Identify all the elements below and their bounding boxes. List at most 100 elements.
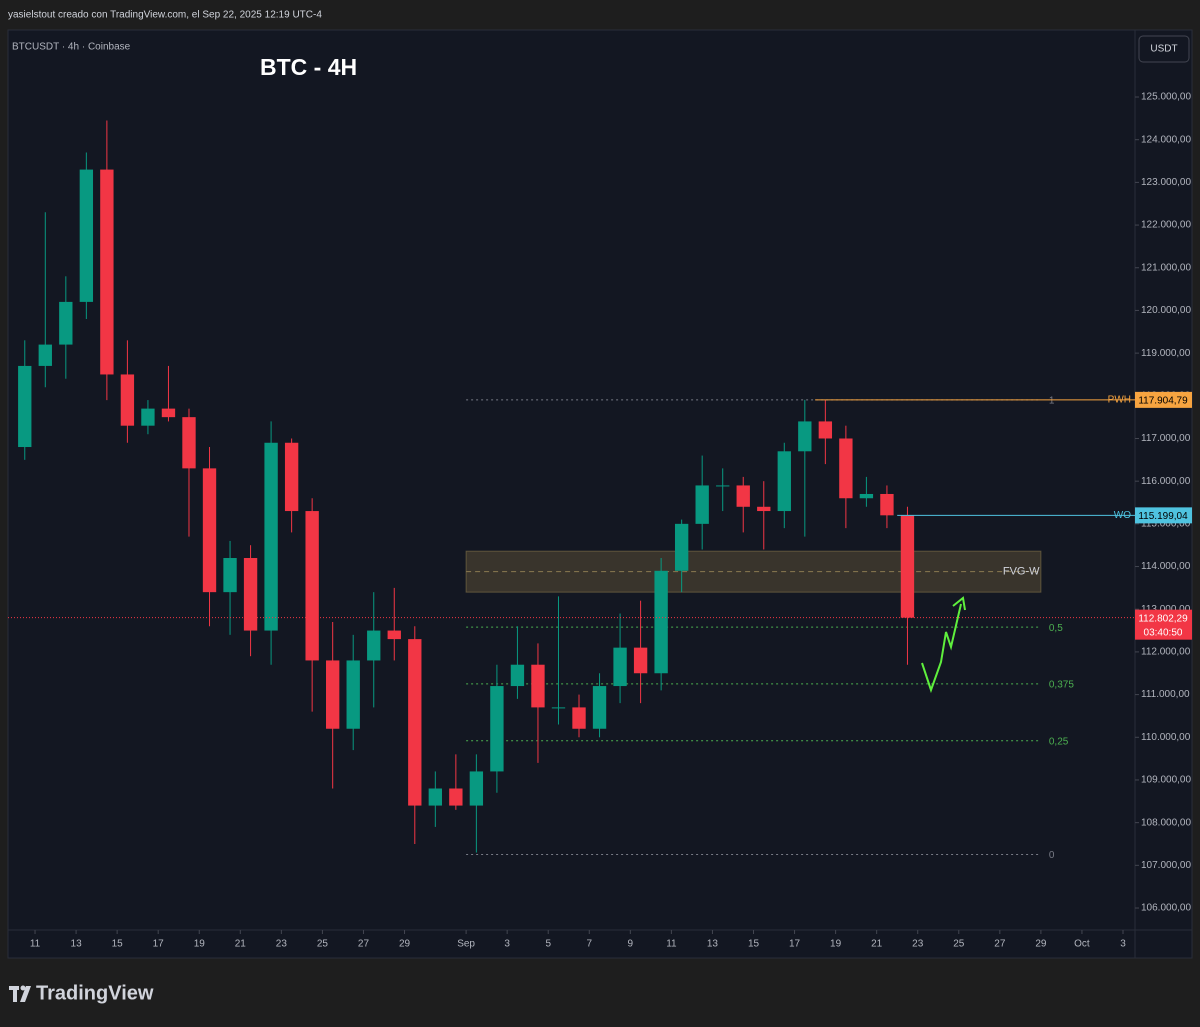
- y-tick-label: 122.000,00: [1141, 220, 1191, 231]
- candle-body: [79, 169, 94, 302]
- candle-body: [654, 570, 668, 674]
- candle-body: [223, 558, 237, 593]
- y-tick-label: 117.000,00: [1141, 433, 1191, 444]
- x-tick-label: 15: [112, 939, 124, 950]
- candle-body: [120, 374, 135, 426]
- fvg-label: FVG-W: [1003, 566, 1040, 578]
- candle-body: [141, 408, 155, 426]
- projection-arrow-head: [952, 596, 966, 611]
- x-tick-label: 29: [399, 939, 411, 950]
- x-tick-label: 3: [1120, 939, 1126, 950]
- x-tick-label: 23: [912, 939, 924, 950]
- candle-body: [839, 438, 853, 499]
- x-tick-label: 13: [707, 939, 719, 950]
- x-tick-label: 11: [666, 939, 677, 950]
- candle-body: [716, 485, 730, 487]
- level-price-box: [1135, 391, 1192, 408]
- y-tick-label: 109.000,00: [1141, 775, 1191, 786]
- candle-body: [367, 630, 381, 661]
- x-tick-label: 7: [586, 939, 592, 950]
- y-tick-label: 123.000,00: [1141, 177, 1191, 188]
- y-tick-label: 111.000,00: [1141, 689, 1190, 700]
- level-name: WO: [1114, 510, 1131, 521]
- level-price: 115.199,04: [1138, 511, 1188, 522]
- currency: USDT: [1150, 44, 1177, 55]
- level-price: 117.904,79: [1138, 396, 1188, 407]
- candle-body: [182, 417, 196, 469]
- candle-body: [859, 493, 874, 499]
- x-tick-label: 9: [628, 939, 634, 950]
- y-tick-label: 125.000,00: [1141, 92, 1191, 103]
- brand: TradingView: [36, 982, 154, 1004]
- y-tick-label: 112.000,00: [1141, 647, 1191, 658]
- x-tick-label: 25: [317, 939, 329, 950]
- candle-body: [798, 421, 812, 452]
- last-price: 112.802,29: [1138, 613, 1188, 624]
- candle-body: [100, 169, 114, 375]
- candle-body: [572, 707, 586, 729]
- x-tick-label: 21: [871, 939, 883, 950]
- x-tick-label: 19: [830, 939, 842, 950]
- x-tick-label: 17: [789, 939, 801, 950]
- candle-body: [161, 408, 176, 418]
- candle-body: [38, 344, 52, 366]
- countdown: 03:40:50: [1144, 627, 1183, 638]
- candle-body: [777, 451, 791, 512]
- candle-body: [346, 660, 360, 729]
- x-tick-label: 19: [194, 939, 206, 950]
- x-tick-label: 27: [994, 939, 1006, 950]
- candle-body: [59, 301, 73, 345]
- candle-body: [818, 421, 833, 439]
- last-price-box: [1135, 609, 1192, 640]
- plot: 106.000,00 107.000,00 108.000,00 109.000,00…: [8, 92, 1192, 950]
- candle-body: [469, 771, 484, 806]
- x-tick-label: 27: [358, 939, 370, 950]
- projection-arrow: [921, 603, 962, 694]
- header: yasielstout creado con TradingView.com, …: [8, 10, 322, 21]
- x-tick-label: 23: [276, 939, 288, 950]
- candle-body: [736, 485, 750, 507]
- x-tick-label: Oct: [1074, 939, 1090, 950]
- x-tick-label: 17: [153, 939, 165, 950]
- candle-body: [900, 515, 915, 618]
- y-tick-label: 119.000,00: [1141, 348, 1191, 359]
- level-price-box: [1135, 507, 1192, 524]
- y-tick-label: 108.000,00: [1141, 817, 1191, 828]
- y-tick-label: 106.000,00: [1141, 903, 1191, 914]
- candle-body: [202, 468, 217, 593]
- candle-body: [757, 506, 771, 512]
- candle-body: [880, 493, 894, 516]
- x-tick-label: Sep: [457, 939, 475, 950]
- currency-box[interactable]: [1138, 35, 1190, 63]
- candle-body: [243, 558, 258, 631]
- x-tick-label: 25: [953, 939, 965, 950]
- candle-body: [490, 686, 504, 772]
- x-tick-label: 13: [71, 939, 83, 950]
- candle-body: [449, 788, 463, 806]
- candle-body: [551, 707, 566, 709]
- candle-body: [264, 442, 278, 631]
- y-tick-label: 120.000,00: [1141, 305, 1191, 316]
- candle-body: [695, 485, 709, 524]
- candle-body: [510, 664, 525, 687]
- fib-label: 1: [1049, 396, 1055, 407]
- x-tick-label: 15: [748, 939, 760, 950]
- candle-body: [633, 647, 648, 674]
- candle-body: [387, 630, 401, 640]
- candle-body: [18, 365, 32, 448]
- x-tick-label: 5: [545, 939, 551, 950]
- level-name: PWH: [1108, 395, 1131, 406]
- candle-body: [326, 660, 340, 729]
- chart-title: BTC - 4H: [260, 54, 357, 80]
- x-tick-label: 11: [30, 939, 41, 950]
- candle-body: [408, 639, 422, 806]
- y-tick-label: 107.000,00: [1141, 860, 1191, 871]
- candle-body: [428, 788, 442, 806]
- x-tick-label: 29: [1035, 939, 1047, 950]
- candle-body: [613, 647, 627, 687]
- brand-logo: [9, 985, 31, 1002]
- y-tick-label: 121.000,00: [1141, 262, 1191, 273]
- y-tick-label: 113.000,00: [1141, 604, 1191, 615]
